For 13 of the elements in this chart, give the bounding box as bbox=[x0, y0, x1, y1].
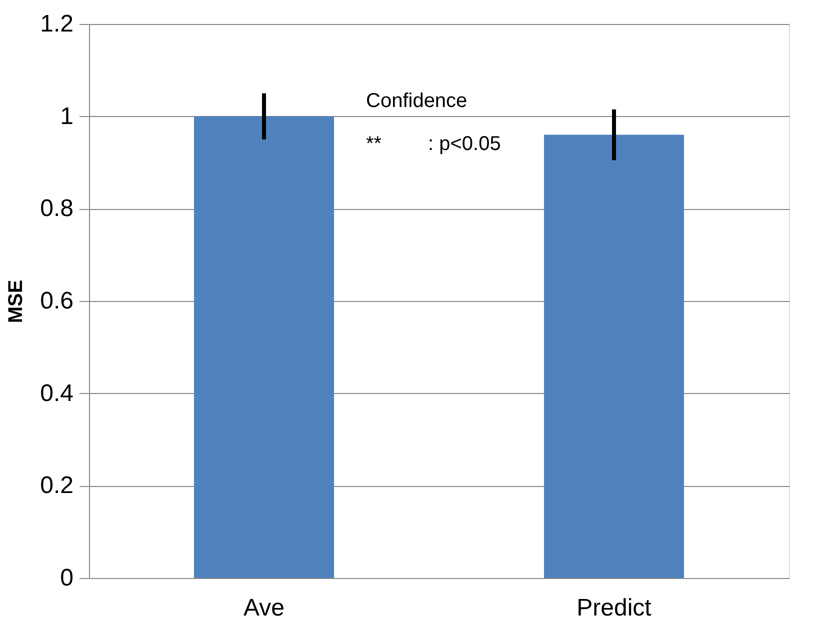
annotation: : p<0.05 bbox=[428, 133, 501, 155]
y-tick-label: 1.2 bbox=[40, 10, 74, 38]
y-tick-label: 0.8 bbox=[40, 195, 74, 222]
annotation: Confidence bbox=[366, 90, 468, 112]
y-tick-label: 0.2 bbox=[40, 472, 74, 500]
y-tick-label: 0.4 bbox=[40, 380, 74, 407]
y-tick-label: 0 bbox=[60, 564, 74, 592]
x-tick-label: Ave bbox=[244, 594, 284, 622]
x-tick-label: Predict bbox=[576, 594, 652, 622]
annotation: ** bbox=[366, 133, 382, 155]
y-tick-label: 1 bbox=[60, 102, 74, 130]
y-tick-label: 0.6 bbox=[40, 288, 74, 314]
y-axis-title: MSE bbox=[5, 280, 28, 324]
